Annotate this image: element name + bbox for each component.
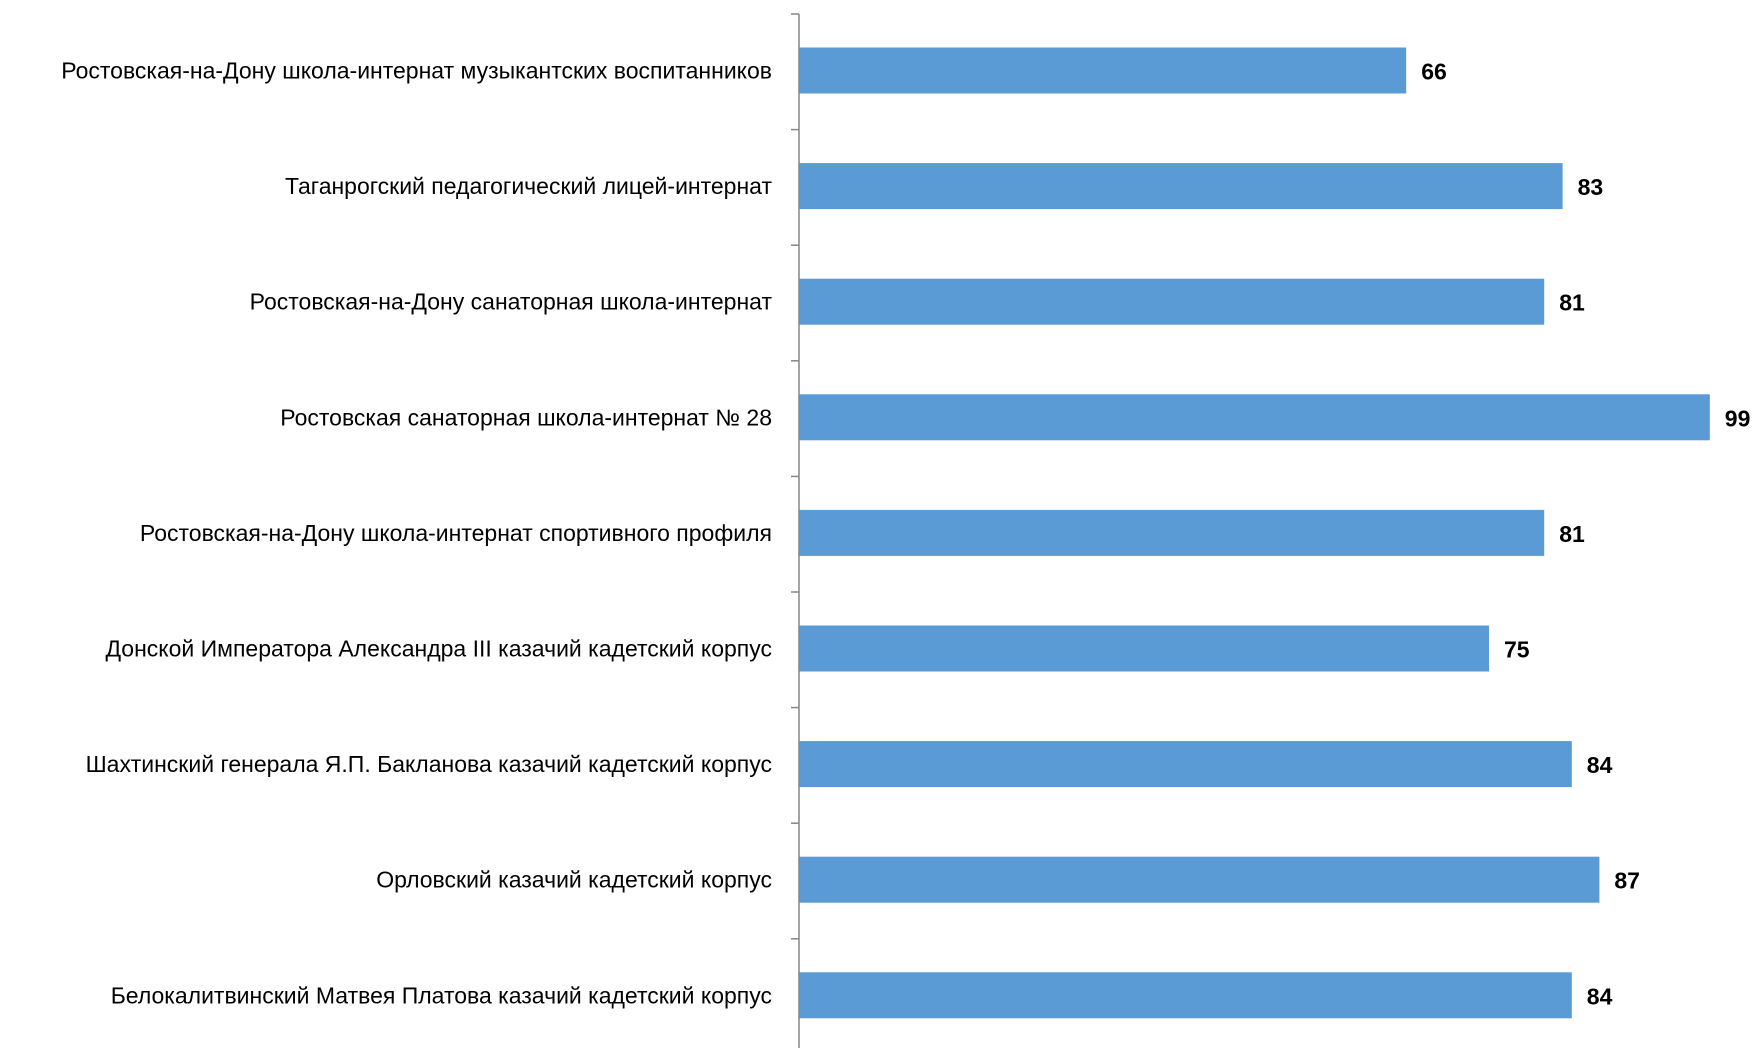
bar (799, 856, 1600, 903)
category-label: Донской Императора Александра III казачи… (105, 636, 772, 662)
category-label: Таганрогский педагогический лицей-интерн… (285, 173, 772, 199)
bar (799, 972, 1572, 1019)
category-label: Ростовская-на-Дону школа-интернат спорти… (140, 520, 772, 546)
bar (799, 163, 1563, 210)
bar (799, 394, 1710, 441)
data-label: 84 (1587, 752, 1613, 778)
bars-group (799, 47, 1710, 1019)
data-label: 81 (1559, 290, 1585, 316)
category-label: Ростовская-на-Дону санаторная школа-инте… (250, 289, 773, 315)
category-label: Орловский казачий кадетский корпус (376, 867, 772, 893)
data-label: 66 (1421, 59, 1447, 85)
category-label: Ростовская санаторная школа-интернат № 2… (280, 404, 772, 430)
bar (799, 625, 1489, 672)
bar (799, 741, 1572, 788)
data-label: 99 (1725, 405, 1751, 431)
data-label: 81 (1559, 521, 1585, 547)
bar (799, 278, 1545, 325)
axis-ticks (791, 13, 799, 940)
category-label: Ростовская-на-Дону школа-интернат музыка… (61, 58, 772, 84)
bar (799, 509, 1545, 556)
value-labels: 66 83 81 99 81 75 84 87 84 (1421, 59, 1750, 1010)
category-labels: Ростовская-на-Дону школа-интернат музыка… (61, 58, 772, 1009)
data-label: 75 (1504, 637, 1530, 663)
bar (799, 47, 1407, 94)
category-label: Шахтинский генерала Я.П. Бакланова казач… (86, 751, 772, 777)
data-label: 87 (1614, 868, 1640, 894)
data-label: 84 (1587, 983, 1613, 1009)
data-label: 83 (1578, 174, 1604, 200)
category-label: Белокалитвинский Матвея Платова казачий … (111, 982, 772, 1008)
